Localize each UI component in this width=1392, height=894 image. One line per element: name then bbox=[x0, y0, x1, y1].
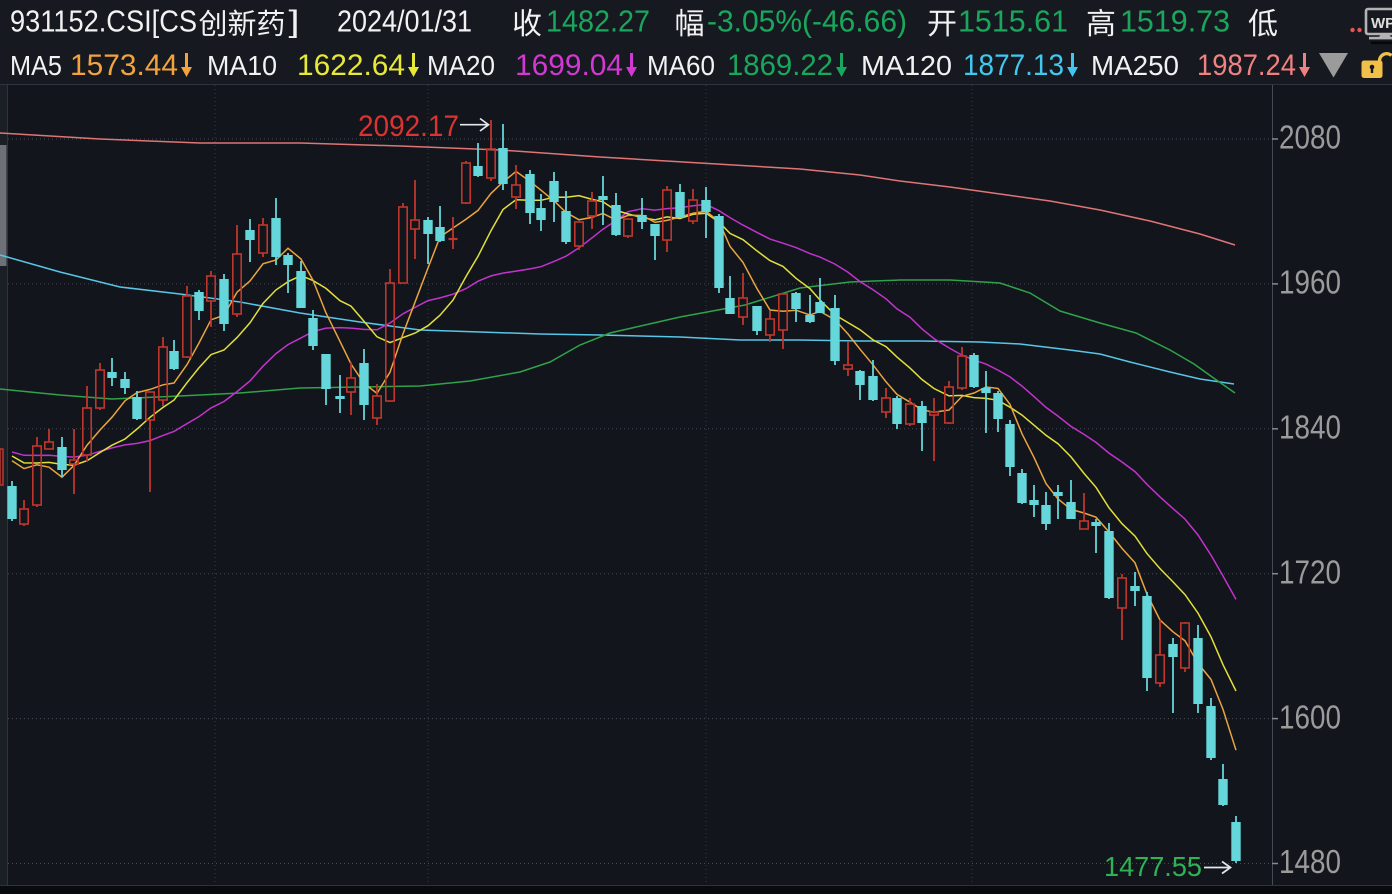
svg-text:1480: 1480 bbox=[1279, 843, 1341, 880]
svg-text:MA20: MA20 bbox=[427, 50, 495, 81]
svg-text:2080: 2080 bbox=[1279, 119, 1341, 156]
svg-text:2024/01/31: 2024/01/31 bbox=[337, 4, 472, 39]
svg-text:1699.04: 1699.04 bbox=[515, 49, 623, 82]
svg-text:1877.13: 1877.13 bbox=[963, 49, 1064, 82]
svg-text:MA250: MA250 bbox=[1091, 50, 1179, 81]
svg-text:1987.24: 1987.24 bbox=[1197, 49, 1296, 82]
svg-text:WPS: WPS bbox=[1371, 15, 1392, 32]
svg-text:1477.55: 1477.55 bbox=[1104, 851, 1202, 882]
svg-text:1515.61: 1515.61 bbox=[958, 4, 1068, 39]
svg-text:1960: 1960 bbox=[1279, 264, 1341, 301]
svg-text:1840: 1840 bbox=[1279, 409, 1341, 446]
svg-text:2092.17: 2092.17 bbox=[358, 110, 459, 143]
svg-text:-3.05%(-46.66): -3.05%(-46.66) bbox=[707, 4, 907, 39]
svg-text:1482.27: 1482.27 bbox=[546, 4, 650, 39]
svg-text:1869.22: 1869.22 bbox=[727, 49, 833, 82]
svg-text:]: ] bbox=[289, 4, 300, 39]
svg-text:1720: 1720 bbox=[1279, 553, 1341, 590]
svg-text:931152.CSI[CS: 931152.CSI[CS bbox=[10, 4, 197, 39]
svg-text:MA10: MA10 bbox=[207, 50, 277, 81]
svg-text:1573.44: 1573.44 bbox=[70, 49, 178, 82]
svg-text:1519.73: 1519.73 bbox=[1120, 4, 1230, 39]
svg-text:1622.64: 1622.64 bbox=[297, 49, 405, 82]
svg-text:MA120: MA120 bbox=[861, 50, 952, 81]
svg-text:MA5: MA5 bbox=[10, 50, 62, 81]
svg-text:MA60: MA60 bbox=[647, 50, 715, 81]
svg-text:1600: 1600 bbox=[1279, 698, 1341, 735]
